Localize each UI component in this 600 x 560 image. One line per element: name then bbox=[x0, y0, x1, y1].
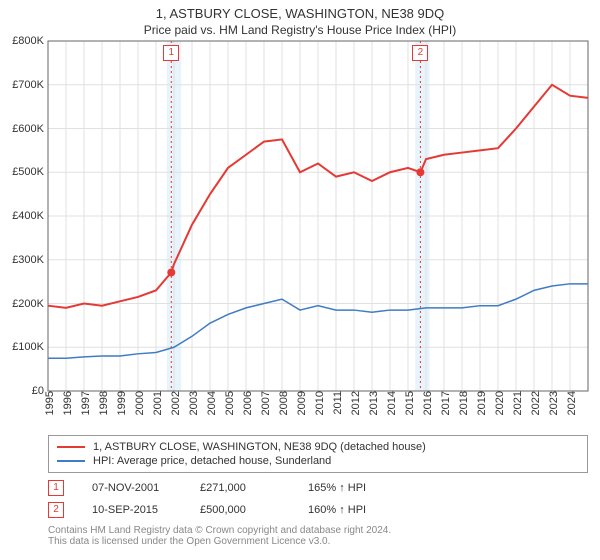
y-tick-label: £600K bbox=[12, 123, 48, 135]
x-tick-label: 2010 bbox=[310, 391, 326, 415]
sale-row: 1 07-NOV-2001 £271,000 165% ↑ HPI bbox=[48, 477, 588, 499]
x-tick-label: 2020 bbox=[490, 391, 506, 415]
x-tick-label: 2024 bbox=[562, 391, 578, 415]
legend-label: HPI: Average price, detached house, Sund… bbox=[93, 455, 331, 467]
sale-marker-badge: 2 bbox=[48, 502, 64, 518]
sale-price: £500,000 bbox=[200, 504, 290, 516]
x-tick-label: 2013 bbox=[364, 391, 380, 415]
chart-subtitle: Price paid vs. HM Land Registry's House … bbox=[0, 21, 600, 41]
chart-svg bbox=[48, 41, 588, 391]
x-tick-label: 2006 bbox=[238, 391, 254, 415]
footer: Contains HM Land Registry data © Crown c… bbox=[48, 525, 588, 547]
legend-row: 1, ASTBURY CLOSE, WASHINGTON, NE38 9DQ (… bbox=[57, 440, 579, 454]
sale-vs-hpi: 165% ↑ HPI bbox=[308, 482, 398, 494]
sale-price: £271,000 bbox=[200, 482, 290, 494]
x-tick-label: 2005 bbox=[220, 391, 236, 415]
x-tick-label: 2009 bbox=[292, 391, 308, 415]
sale-marker-1: 1 bbox=[163, 45, 179, 61]
x-tick-label: 2003 bbox=[184, 391, 200, 415]
y-tick-label: £400K bbox=[12, 210, 48, 222]
x-tick-label: 2012 bbox=[346, 391, 362, 415]
x-tick-label: 2007 bbox=[256, 391, 272, 415]
x-tick-label: 1996 bbox=[58, 391, 74, 415]
x-tick-label: 2015 bbox=[400, 391, 416, 415]
y-tick-label: £200K bbox=[12, 298, 48, 310]
x-tick-label: 2017 bbox=[436, 391, 452, 415]
sale-date: 07-NOV-2001 bbox=[92, 482, 182, 494]
legend-swatch bbox=[57, 446, 85, 448]
sale-marker-badge: 1 bbox=[48, 480, 64, 496]
x-tick-label: 2002 bbox=[166, 391, 182, 415]
x-tick-label: 2008 bbox=[274, 391, 290, 415]
y-tick-label: £300K bbox=[12, 254, 48, 266]
x-tick-label: 2000 bbox=[130, 391, 146, 415]
sale-vs-hpi: 160% ↑ HPI bbox=[308, 504, 398, 516]
y-tick-label: £100K bbox=[12, 341, 48, 353]
legend-swatch bbox=[57, 460, 85, 462]
x-tick-label: 2004 bbox=[202, 391, 218, 415]
footer-line-2: This data is licensed under the Open Gov… bbox=[48, 536, 588, 547]
legend-label: 1, ASTBURY CLOSE, WASHINGTON, NE38 9DQ (… bbox=[93, 441, 426, 453]
chart-title: 1, ASTBURY CLOSE, WASHINGTON, NE38 9DQ bbox=[0, 0, 600, 21]
sale-date: 10-SEP-2015 bbox=[92, 504, 182, 516]
x-tick-label: 1999 bbox=[112, 391, 128, 415]
x-tick-label: 2014 bbox=[382, 391, 398, 415]
x-tick-label: 2001 bbox=[148, 391, 164, 415]
x-tick-label: 2021 bbox=[508, 391, 524, 415]
chart-plot-area: £0£100K£200K£300K£400K£500K£600K£700K£80… bbox=[48, 41, 588, 391]
legend: 1, ASTBURY CLOSE, WASHINGTON, NE38 9DQ (… bbox=[48, 435, 588, 473]
x-tick-label: 2023 bbox=[544, 391, 560, 415]
y-tick-label: £700K bbox=[12, 79, 48, 91]
x-tick-label: 2022 bbox=[526, 391, 542, 415]
x-tick-label: 2011 bbox=[328, 391, 344, 415]
x-tick-label: 2016 bbox=[418, 391, 434, 415]
x-tick-label: 2018 bbox=[454, 391, 470, 415]
y-tick-label: £500K bbox=[12, 166, 48, 178]
sales-table: 1 07-NOV-2001 £271,000 165% ↑ HPI 2 10-SEP-20… bbox=[48, 477, 588, 521]
sale-row: 2 10-SEP-2015 £500,000 160% ↑ HPI bbox=[48, 499, 588, 521]
sale-marker-2: 2 bbox=[412, 45, 428, 61]
y-tick-label: £800K bbox=[12, 35, 48, 47]
footer-line-1: Contains HM Land Registry data © Crown c… bbox=[48, 525, 588, 536]
x-tick-label: 1998 bbox=[94, 391, 110, 415]
x-tick-label: 2019 bbox=[472, 391, 488, 415]
chart-container: 1, ASTBURY CLOSE, WASHINGTON, NE38 9DQ P… bbox=[0, 0, 600, 560]
x-tick-label: 1995 bbox=[40, 391, 56, 415]
legend-row: HPI: Average price, detached house, Sund… bbox=[57, 454, 579, 468]
x-tick-label: 1997 bbox=[76, 391, 92, 415]
